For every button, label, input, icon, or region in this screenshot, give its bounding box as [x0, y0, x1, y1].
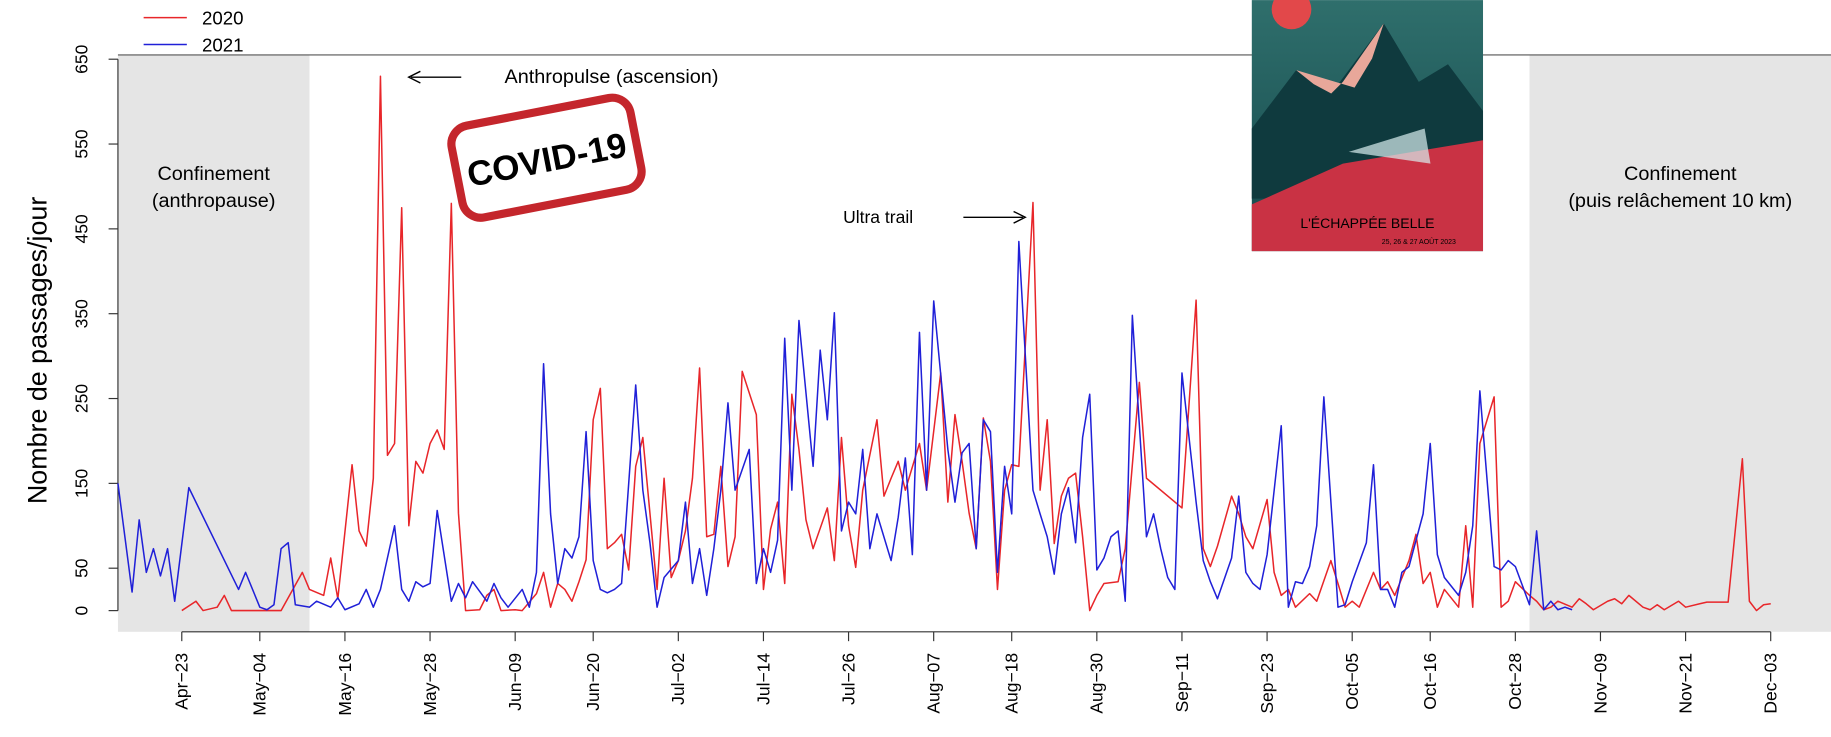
y-tick-label: 650 [72, 44, 92, 73]
series-line [181, 75, 1771, 612]
y-tick-label: 150 [72, 469, 92, 498]
shaded-region [1529, 54, 1831, 632]
y-tick-label: 450 [72, 214, 92, 243]
x-tick-label: Aug−30 [1087, 653, 1107, 714]
shaded-regions: Confinement (anthropause) Confinement (puis… [117, 54, 1831, 632]
x-tick-label: Oct−16 [1420, 653, 1440, 710]
poster-sun [1271, 0, 1312, 30]
x-tick-label: Jun−20 [583, 653, 603, 711]
x-tick-label: Nov−09 [1590, 653, 1610, 714]
region-label: Confinement [1624, 163, 1737, 185]
y-tick-label: 250 [72, 384, 92, 413]
x-tick-label: Jun−09 [505, 653, 525, 711]
annotation-arrowhead [407, 70, 421, 84]
x-tick-label: Oct−05 [1342, 653, 1362, 710]
poster-snow [1296, 23, 1384, 94]
x-tick-label: Apr−23 [172, 653, 192, 710]
poster-dates: 25, 26 & 27 AOÛT 2023 [1382, 237, 1456, 246]
legend: 2020 2021 [143, 8, 244, 55]
y-tick-label: 350 [72, 299, 92, 328]
poster: L'ÉCHAPPÉE BELLE 25, 26 & 27 AOÛT 2023 [1251, 0, 1484, 252]
x-tick-label: Jul−14 [753, 653, 773, 705]
y-tick-label: 0 [72, 605, 92, 615]
x-tick-label: Jul−26 [838, 653, 858, 705]
legend-label: 2020 [202, 8, 244, 29]
y-tick-label: 50 [72, 558, 92, 578]
x-tick-label: May−16 [335, 653, 355, 716]
x-tick-label: May−28 [420, 653, 440, 716]
x-tick-label: Nov−21 [1675, 653, 1695, 714]
poster-light [1348, 128, 1431, 164]
x-tick-label: May−04 [250, 653, 270, 716]
poster-slope [1251, 140, 1484, 252]
poster-title: L'ÉCHAPPÉE BELLE [1300, 215, 1434, 231]
annotation-arrowhead [1013, 210, 1027, 224]
stamp-text: COVID-19 [464, 126, 630, 195]
x-tick-label: Aug−07 [924, 653, 944, 714]
annotation: Ultra trail [843, 207, 913, 227]
x-tick-label: Jul−02 [668, 653, 688, 705]
series-line [117, 240, 1573, 611]
x-tick-label: Dec−03 [1761, 653, 1781, 714]
x-tick-label: Aug−18 [1002, 653, 1022, 714]
stamp-border [447, 93, 646, 222]
x-tick-label: Sep−23 [1257, 653, 1277, 714]
y-tick-label: 550 [72, 129, 92, 158]
x-tick-label: Oct−28 [1505, 653, 1525, 710]
covid-stamp: COVID-19 [447, 93, 646, 222]
plot-area: 0 50 150 250 350 450 550 650 Apr−23 May−04 May−16 M… [72, 44, 1831, 716]
annotation: Anthropulse (ascension) [504, 66, 718, 88]
legend-label: 2021 [202, 34, 244, 55]
x-tick-label: Sep−11 [1172, 653, 1192, 713]
y-axis-label: Nombre de passages/jour [23, 197, 53, 504]
region-label: (anthropause) [152, 190, 276, 212]
region-label: (puis relâchement 10 km) [1568, 190, 1792, 212]
shaded-region [117, 54, 310, 632]
region-label: Confinement [157, 163, 270, 185]
